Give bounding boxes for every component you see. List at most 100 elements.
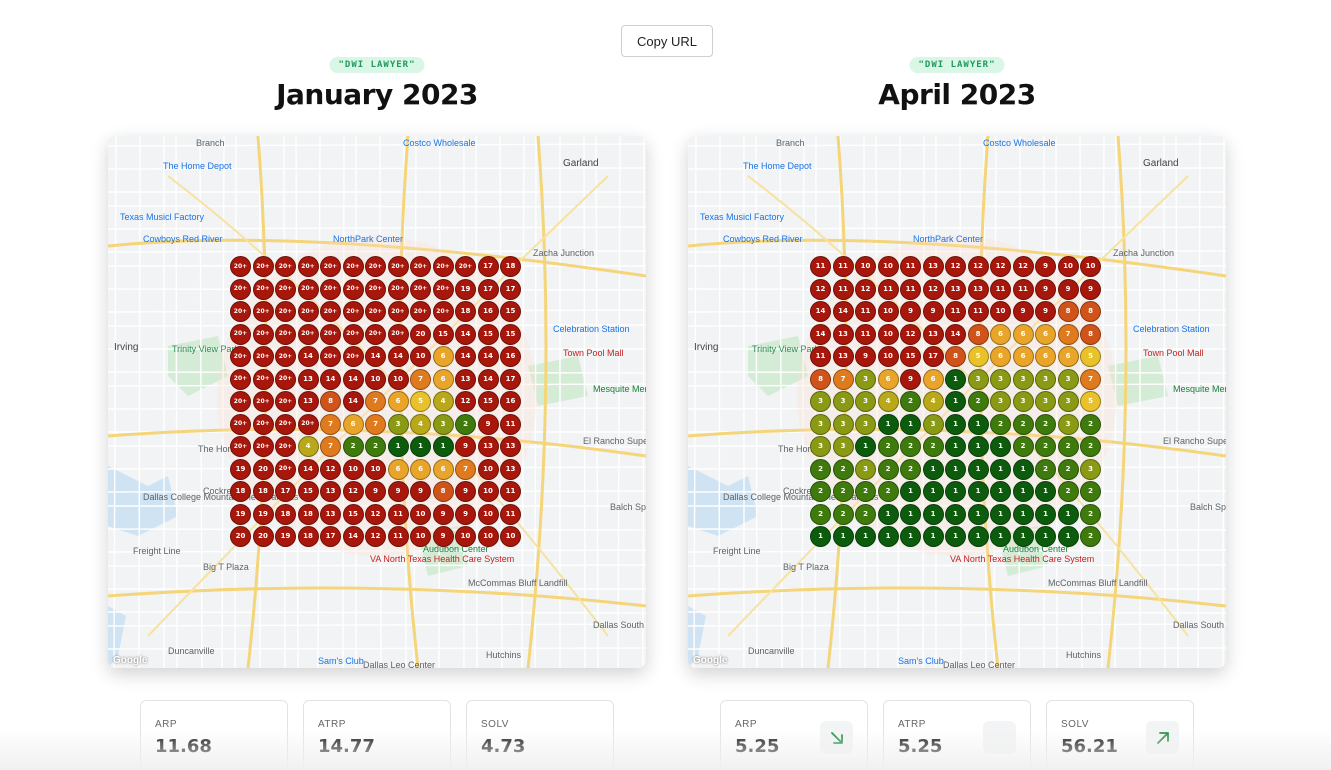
rank-pin[interactable]: 9 [455,481,476,502]
rank-pin[interactable]: 12 [342,481,364,502]
rank-pin[interactable]: 13 [500,458,521,480]
rank-pin[interactable]: 11 [832,256,854,277]
rank-pin[interactable]: 20+ [252,346,274,367]
rank-pin[interactable]: 12 [945,256,966,277]
rank-pin[interactable]: 2 [900,458,921,480]
rank-pin[interactable]: 9 [900,301,921,322]
rank-pin[interactable]: 17 [922,346,944,367]
rank-pin[interactable]: 13 [945,278,966,300]
rank-pin[interactable]: 2 [1080,481,1101,502]
rank-pin[interactable]: 3 [810,436,831,457]
rank-pin[interactable]: 9 [455,436,476,457]
rank-pin[interactable]: 1 [1012,503,1034,525]
rank-pin[interactable]: 6 [432,368,454,390]
rank-pin[interactable]: 19 [455,278,476,300]
rank-pin[interactable]: 20+ [275,256,296,277]
rank-pin[interactable]: 1 [1035,526,1056,547]
rank-pin[interactable]: 20+ [342,323,364,345]
rank-pin[interactable]: 20+ [320,323,341,345]
rank-pin[interactable]: 18 [252,481,274,502]
rank-pin[interactable]: 20+ [230,346,251,367]
rank-pin[interactable]: 12 [900,323,921,345]
rank-pin[interactable]: 1 [432,436,454,457]
rank-pin[interactable]: 8 [1080,323,1101,345]
rank-pin[interactable]: 20+ [275,346,296,367]
rank-pin[interactable]: 8 [432,481,454,502]
rank-pin[interactable]: 1 [1012,526,1034,547]
rank-pin[interactable]: 6 [432,346,454,367]
rank-pin[interactable]: 6 [410,458,431,480]
rank-pin[interactable]: 20+ [320,301,341,322]
rank-pin[interactable]: 20 [252,458,274,480]
rank-pin[interactable]: 3 [1035,368,1056,390]
rank-pin[interactable]: 15 [500,323,521,345]
rank-pin[interactable]: 12 [855,278,876,300]
rank-pin[interactable]: 20 [230,526,251,547]
rank-pin[interactable]: 1 [877,526,899,547]
rank-pin[interactable]: 19 [230,458,251,480]
rank-pin[interactable]: 14 [477,368,499,390]
rank-pin[interactable]: 16 [500,391,521,412]
rank-pin[interactable]: 6 [1035,346,1056,367]
rank-pin[interactable]: 20+ [252,256,274,277]
rank-pin[interactable]: 9 [1080,278,1101,300]
rank-pin[interactable]: 8 [967,323,989,345]
rank-pin[interactable]: 10 [387,368,409,390]
rank-pin[interactable]: 6 [1057,346,1079,367]
rank-pin[interactable]: 10 [877,323,899,345]
rank-pin[interactable]: 17 [477,256,499,277]
rank-pin[interactable]: 15 [342,503,364,525]
rank-pin[interactable]: 11 [855,301,876,322]
rank-pin[interactable]: 6 [387,391,409,412]
rank-pin[interactable]: 2 [1035,413,1056,435]
rank-pin[interactable]: 16 [500,346,521,367]
rank-pin[interactable]: 3 [855,368,876,390]
rank-pin[interactable]: 2 [1057,458,1079,480]
rank-pin[interactable]: 5 [410,391,431,412]
rank-pin[interactable]: 3 [832,413,854,435]
rank-pin[interactable]: 2 [877,436,899,457]
rank-pin[interactable]: 3 [810,413,831,435]
rank-pin[interactable]: 1 [900,526,921,547]
rank-pin[interactable]: 11 [900,256,921,277]
rank-pin[interactable]: 11 [810,256,831,277]
rank-pin[interactable]: 7 [832,368,854,390]
rank-pin[interactable]: 10 [410,503,431,525]
rank-pin[interactable]: 20+ [297,323,319,345]
rank-pin[interactable]: 6 [432,458,454,480]
rank-pin[interactable]: 2 [832,458,854,480]
rank-pin[interactable]: 19 [230,503,251,525]
rank-pin[interactable]: 9 [922,301,944,322]
rank-pin[interactable]: 3 [967,368,989,390]
rank-pin[interactable]: 2 [1012,436,1034,457]
rank-pin[interactable]: 20+ [432,278,454,300]
rank-pin[interactable]: 1 [900,413,921,435]
rank-pin[interactable]: 6 [1012,346,1034,367]
rank-pin[interactable]: 18 [500,256,521,277]
rank-pin[interactable]: 1 [967,413,989,435]
rank-pin[interactable]: 1 [900,503,921,525]
rank-pin[interactable]: 3 [1035,391,1056,412]
rank-pin[interactable]: 10 [855,256,876,277]
rank-pin[interactable]: 20+ [252,391,274,412]
rank-pin[interactable]: 20+ [410,301,431,322]
rank-pin[interactable]: 9 [432,503,454,525]
rank-pin[interactable]: 5 [1080,346,1101,367]
rank-pin[interactable]: 2 [900,391,921,412]
rank-pin[interactable]: 7 [1057,323,1079,345]
rank-pin[interactable]: 11 [810,346,831,367]
rank-pin[interactable]: 5 [1080,391,1101,412]
rank-pin[interactable]: 9 [855,346,876,367]
rank-pin[interactable]: 17 [275,481,296,502]
rank-pin[interactable]: 10 [342,458,364,480]
rank-pin[interactable]: 14 [342,391,364,412]
rank-pin[interactable]: 8 [810,368,831,390]
rank-pin[interactable]: 1 [832,526,854,547]
rank-pin[interactable]: 7 [365,391,386,412]
rank-pin[interactable]: 20+ [320,278,341,300]
rank-pin[interactable]: 1 [1035,503,1056,525]
rank-pin[interactable]: 10 [410,526,431,547]
rank-pin[interactable]: 2 [1057,481,1079,502]
rank-pin[interactable]: 2 [877,458,899,480]
rank-pin[interactable]: 10 [365,368,386,390]
